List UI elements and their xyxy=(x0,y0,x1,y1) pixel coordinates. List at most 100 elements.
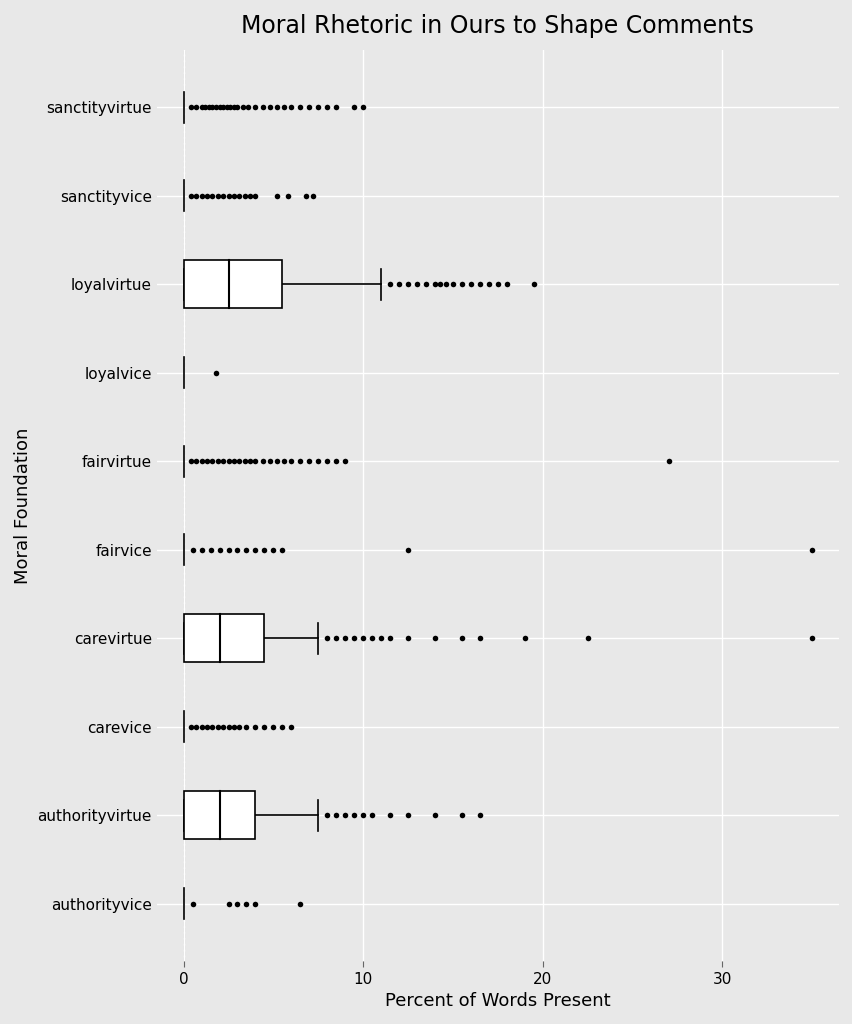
Point xyxy=(329,453,343,469)
Point xyxy=(239,719,253,735)
Point xyxy=(248,542,262,558)
Point xyxy=(428,275,441,292)
Point xyxy=(400,630,414,646)
Point xyxy=(356,630,370,646)
Point xyxy=(365,807,378,823)
Point xyxy=(804,630,818,646)
Point xyxy=(200,453,214,469)
Point xyxy=(320,630,334,646)
Point xyxy=(256,99,269,116)
Point xyxy=(338,630,352,646)
Point xyxy=(184,187,198,204)
Point xyxy=(383,275,396,292)
Point xyxy=(239,542,253,558)
Point xyxy=(661,453,675,469)
Point xyxy=(428,807,441,823)
Point xyxy=(455,807,469,823)
Point xyxy=(329,99,343,116)
Point xyxy=(223,99,237,116)
Point xyxy=(302,99,316,116)
Point xyxy=(463,275,477,292)
Y-axis label: Moral Foundation: Moral Foundation xyxy=(14,427,32,584)
Point xyxy=(200,187,214,204)
Point xyxy=(455,275,469,292)
Point xyxy=(392,275,406,292)
Point xyxy=(400,275,414,292)
Point xyxy=(230,542,244,558)
Point xyxy=(194,187,208,204)
Point xyxy=(400,542,414,558)
Point xyxy=(200,719,214,735)
Point xyxy=(481,275,495,292)
Point xyxy=(216,719,230,735)
Point xyxy=(473,630,486,646)
Point xyxy=(293,99,307,116)
Point xyxy=(233,187,246,204)
Point xyxy=(184,719,198,735)
Point xyxy=(277,453,291,469)
Point xyxy=(400,807,414,823)
Point xyxy=(184,453,198,469)
Point xyxy=(186,542,199,558)
Point xyxy=(210,719,224,735)
Point xyxy=(270,453,284,469)
Point xyxy=(256,453,269,469)
Point xyxy=(227,719,240,735)
Point xyxy=(257,542,271,558)
Point xyxy=(473,275,486,292)
Point xyxy=(233,453,246,469)
Point xyxy=(277,99,291,116)
Point xyxy=(216,187,230,204)
Point xyxy=(527,275,540,292)
Bar xyxy=(183,613,264,663)
Point xyxy=(311,99,325,116)
Point xyxy=(455,630,469,646)
Point xyxy=(374,630,388,646)
Point xyxy=(205,719,219,735)
Point xyxy=(220,99,233,116)
Point xyxy=(216,99,230,116)
Point xyxy=(184,99,198,116)
Point xyxy=(243,187,256,204)
Point xyxy=(473,807,486,823)
Point xyxy=(347,630,360,646)
Point xyxy=(329,630,343,646)
Point xyxy=(205,99,219,116)
Point xyxy=(338,807,352,823)
Point xyxy=(212,99,226,116)
Point xyxy=(311,453,325,469)
Point xyxy=(270,187,284,204)
Point xyxy=(293,453,307,469)
Point xyxy=(248,895,262,911)
Point xyxy=(383,807,396,823)
Point xyxy=(298,187,312,204)
Point xyxy=(433,275,446,292)
Point xyxy=(338,453,352,469)
Point xyxy=(230,99,244,116)
Point xyxy=(248,187,262,204)
Point xyxy=(347,99,360,116)
Point xyxy=(428,630,441,646)
Point xyxy=(241,99,255,116)
Point xyxy=(212,542,226,558)
Point xyxy=(209,99,222,116)
Point xyxy=(230,895,244,911)
Point xyxy=(446,275,459,292)
Point xyxy=(194,99,208,116)
Point xyxy=(499,275,513,292)
Point xyxy=(186,895,199,911)
Point xyxy=(204,542,217,558)
Point xyxy=(189,719,203,735)
Point xyxy=(227,187,240,204)
Title: Moral Rhetoric in Ours to Shape Comments: Moral Rhetoric in Ours to Shape Comments xyxy=(241,14,753,38)
Point xyxy=(222,187,235,204)
Point xyxy=(285,453,298,469)
Point xyxy=(194,542,208,558)
Point xyxy=(233,719,246,735)
Point xyxy=(210,453,224,469)
Point xyxy=(306,187,320,204)
Point xyxy=(257,719,271,735)
Point xyxy=(320,453,334,469)
Point xyxy=(205,187,219,204)
Point xyxy=(410,275,423,292)
